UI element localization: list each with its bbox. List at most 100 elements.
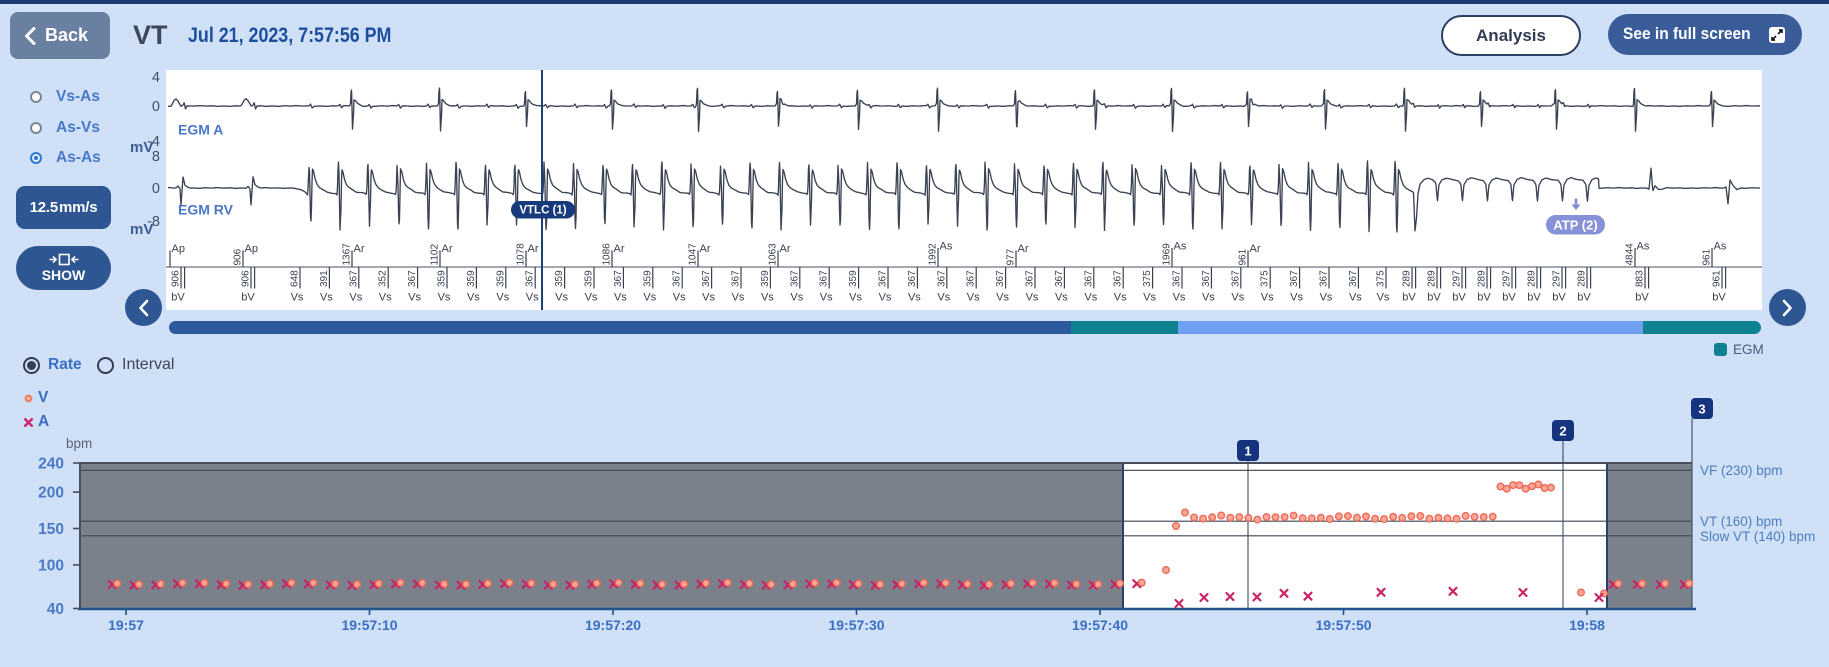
svg-text:Vs: Vs [349, 292, 362, 304]
svg-text:150: 150 [38, 521, 64, 538]
svg-text:375: 375 [1142, 270, 1153, 287]
svg-text:977: 977 [1006, 248, 1017, 265]
svg-text:0: 0 [152, 99, 160, 115]
svg-text:bV: bV [1527, 292, 1541, 304]
svg-text:Vs: Vs [1377, 292, 1390, 304]
svg-text:1102: 1102 [430, 244, 441, 266]
svg-text:367: 367 [1172, 270, 1183, 287]
svg-text:ATP (2): ATP (2) [1553, 218, 1597, 233]
svg-text:19:57: 19:57 [108, 617, 144, 633]
svg-text:Vs: Vs [849, 292, 862, 304]
svg-text:Vs: Vs [908, 292, 921, 304]
svg-text:883: 883 [1635, 270, 1646, 287]
svg-text:Vs: Vs [320, 292, 333, 304]
svg-text:mV: mV [130, 139, 153, 156]
svg-text:367: 367 [525, 270, 536, 287]
svg-text:-4: -4 [147, 134, 160, 150]
svg-text:-8: -8 [147, 214, 160, 230]
svg-text:VTLC (1): VTLC (1) [519, 205, 566, 217]
svg-text:1: 1 [1244, 444, 1251, 459]
svg-text:289: 289 [1577, 270, 1588, 287]
svg-text:648: 648 [290, 270, 301, 287]
svg-text:Vs: Vs [555, 292, 568, 304]
svg-text:297: 297 [1502, 270, 1513, 287]
svg-text:bV: bV [1502, 292, 1516, 304]
svg-text:367: 367 [878, 270, 889, 287]
svg-text:Ar: Ar [1250, 243, 1261, 255]
svg-text:Vs: Vs [408, 292, 421, 304]
svg-text:906: 906 [233, 248, 244, 265]
svg-text:19:57:40: 19:57:40 [1072, 617, 1128, 633]
svg-text:VT (160) bpm: VT (160) bpm [1700, 514, 1782, 529]
svg-text:Vs: Vs [643, 292, 656, 304]
svg-text:Ar: Ar [442, 243, 453, 255]
svg-text:906: 906 [171, 270, 182, 287]
svg-text:359: 359 [584, 270, 595, 287]
svg-text:1367: 1367 [342, 243, 353, 266]
svg-text:289: 289 [1402, 270, 1413, 287]
svg-text:bV: bV [1402, 292, 1416, 304]
svg-text:As: As [1174, 241, 1187, 253]
svg-text:367: 367 [1113, 270, 1124, 287]
svg-text:bV: bV [1635, 292, 1649, 304]
svg-text:bV: bV [1452, 292, 1466, 304]
svg-text:Vs: Vs [1320, 292, 1333, 304]
svg-text:Ar: Ar [528, 243, 539, 255]
svg-text:Vs: Vs [937, 292, 950, 304]
svg-text:961: 961 [1712, 270, 1723, 287]
svg-text:Vs: Vs [379, 292, 392, 304]
svg-text:As: As [1714, 241, 1727, 253]
svg-text:Vs: Vs [967, 292, 980, 304]
svg-text:Vs: Vs [1084, 292, 1097, 304]
svg-text:Vs: Vs [1173, 292, 1186, 304]
svg-text:961: 961 [1702, 248, 1713, 265]
svg-text:Vs: Vs [1114, 292, 1127, 304]
svg-text:EGM A: EGM A [178, 122, 223, 138]
svg-text:375: 375 [1260, 270, 1271, 287]
svg-text:297: 297 [1552, 270, 1563, 287]
svg-text:bV: bV [1552, 292, 1566, 304]
svg-text:19:57:10: 19:57:10 [341, 617, 397, 633]
svg-text:19:57:30: 19:57:30 [828, 617, 884, 633]
svg-text:Vs: Vs [1055, 292, 1068, 304]
svg-text:8: 8 [152, 149, 160, 165]
svg-text:289: 289 [1427, 270, 1438, 287]
svg-text:1992: 1992 [928, 243, 939, 266]
svg-text:0: 0 [152, 181, 160, 197]
svg-text:367: 367 [995, 270, 1006, 287]
svg-text:2: 2 [1559, 424, 1566, 439]
svg-text:367: 367 [1348, 270, 1359, 287]
svg-text:367: 367 [1083, 270, 1094, 287]
svg-text:Ap: Ap [245, 243, 258, 255]
svg-text:906: 906 [241, 270, 252, 287]
svg-text:359: 359 [642, 270, 653, 287]
svg-text:40: 40 [47, 601, 64, 618]
svg-text:367: 367 [966, 270, 977, 287]
svg-text:19:57:20: 19:57:20 [585, 617, 641, 633]
svg-text:367: 367 [1319, 270, 1330, 287]
svg-text:359: 359 [848, 270, 859, 287]
svg-text:1047: 1047 [688, 243, 699, 266]
svg-text:367: 367 [819, 270, 830, 287]
svg-text:391: 391 [319, 270, 330, 287]
svg-text:bV: bV [1577, 292, 1591, 304]
svg-text:Vs: Vs [673, 292, 686, 304]
svg-text:289: 289 [1527, 270, 1538, 287]
svg-text:352: 352 [378, 270, 389, 287]
svg-text:Vs: Vs [1261, 292, 1274, 304]
svg-text:Slow VT (140) bpm: Slow VT (140) bpm [1700, 529, 1815, 544]
svg-text:Vs: Vs [585, 292, 598, 304]
svg-text:367: 367 [789, 270, 800, 287]
svg-text:4844: 4844 [1625, 243, 1636, 266]
svg-text:359: 359 [554, 270, 565, 287]
svg-text:19:58: 19:58 [1569, 617, 1605, 633]
svg-text:Ap: Ap [172, 243, 185, 255]
svg-text:367: 367 [672, 270, 683, 287]
svg-text:bV: bV [241, 292, 255, 304]
svg-text:240: 240 [38, 456, 64, 473]
svg-text:bV: bV [1712, 292, 1726, 304]
svg-text:367: 367 [1025, 270, 1036, 287]
svg-text:961: 961 [1238, 248, 1249, 265]
svg-text:Vs: Vs [526, 292, 539, 304]
svg-text:359: 359 [760, 270, 771, 287]
